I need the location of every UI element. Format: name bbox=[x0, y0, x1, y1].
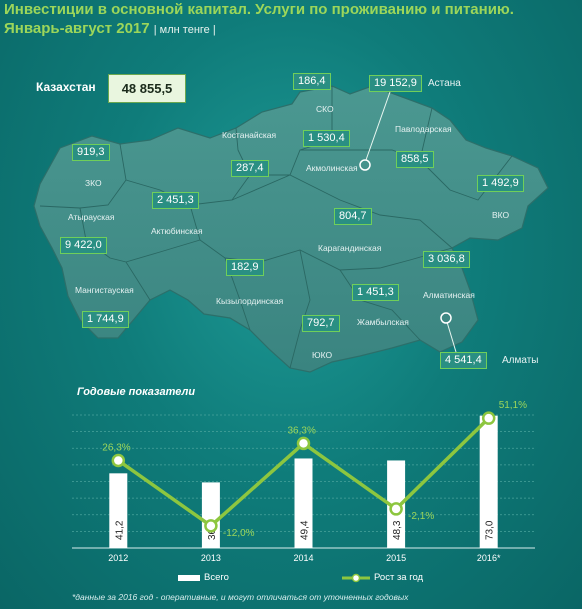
value-karaganda: 804,7 bbox=[334, 208, 372, 225]
growth-label: -12,0% bbox=[223, 528, 255, 539]
legend-bars-label: Всего bbox=[204, 572, 229, 583]
total-value: 48 855,5 bbox=[108, 74, 186, 103]
bar-2016* bbox=[479, 415, 498, 548]
growth-point-2016* bbox=[481, 411, 496, 425]
label-pavlodar: Павлодарская bbox=[395, 124, 452, 134]
total-label: Казахстан bbox=[36, 80, 96, 94]
bar-2014 bbox=[294, 458, 313, 548]
label-akmola: Акмолинская bbox=[306, 163, 358, 173]
label-atyrau: Атырауская bbox=[68, 212, 115, 222]
label-yuko: ЮКО bbox=[312, 350, 333, 360]
page-title: Инвестиции в основной капитал. Услуги по… bbox=[4, 0, 582, 40]
value-vko: 1 492,9 bbox=[477, 175, 524, 192]
label-almaty-region: Алматинская bbox=[423, 290, 475, 300]
label-mangystau: Мангистауская bbox=[75, 285, 134, 295]
growth-label: -2,1% bbox=[408, 511, 434, 522]
legend-bar-swatch bbox=[178, 575, 200, 581]
value-zhambyl: 1 451,3 bbox=[352, 284, 399, 301]
bar-value-label: 48,3 bbox=[392, 520, 403, 540]
value-almaty: 4 541,4 bbox=[440, 352, 487, 369]
region-borders bbox=[39, 86, 513, 369]
bar-value-label: 41,2 bbox=[114, 520, 125, 540]
title-unit: | млн тенге | bbox=[153, 24, 216, 36]
label-vko: ВКО bbox=[492, 210, 510, 220]
bar-2012 bbox=[109, 473, 128, 548]
label-kostanay: Костанайская bbox=[222, 130, 277, 140]
value-kyzylorda: 182,9 bbox=[226, 259, 264, 276]
label-kyzylorda: Кызылординская bbox=[216, 296, 284, 306]
bar-2013 bbox=[201, 482, 220, 548]
value-almaty-region: 3 036,8 bbox=[423, 251, 470, 268]
value-pavlodar: 858,5 bbox=[396, 151, 434, 168]
chart-title: Годовые показатели bbox=[77, 386, 196, 398]
growth-label: 51,1% bbox=[499, 400, 527, 411]
value-mangystau: 1 744,9 bbox=[82, 311, 129, 328]
x-tick-label: 2014 bbox=[293, 553, 313, 563]
value-zko: 919,3 bbox=[72, 144, 110, 161]
legend-line-label: Рост за год bbox=[374, 572, 424, 583]
title-line1: Инвестиции в основной капитал. Услуги по… bbox=[4, 1, 514, 18]
label-almaty: Алматы bbox=[502, 355, 539, 366]
bar-value-label: 73,0 bbox=[485, 520, 496, 540]
value-astana: 19 152,9 bbox=[369, 75, 422, 92]
value-yuko: 792,7 bbox=[302, 315, 340, 332]
label-karaganda: Карагандинская bbox=[318, 243, 382, 253]
value-atyrau: 9 422,0 bbox=[60, 237, 107, 254]
label-aktobe: Актюбинская bbox=[151, 226, 203, 236]
value-sko: 186,4 bbox=[293, 73, 331, 90]
bar-value-label: 49,4 bbox=[300, 520, 311, 540]
title-line2: Январь-август 2017 bbox=[4, 20, 150, 37]
label-astana: Астана bbox=[428, 78, 461, 89]
footnote: *данные за 2016 год - оперативные, и мог… bbox=[72, 592, 409, 602]
x-tick-label: 2012 bbox=[108, 553, 128, 563]
value-aktobe: 2 451,3 bbox=[152, 192, 199, 209]
growth-label: 36,3% bbox=[288, 425, 316, 436]
label-sko: СКО bbox=[316, 104, 334, 114]
growth-point-2014 bbox=[296, 436, 311, 451]
growth-point-2012 bbox=[111, 453, 126, 468]
legend-line-marker bbox=[351, 573, 361, 583]
growth-label: 26,3% bbox=[102, 442, 130, 453]
value-kostanay: 287,4 bbox=[231, 160, 269, 177]
x-tick-label: 2016* bbox=[477, 553, 501, 563]
value-akmola: 1 530,4 bbox=[303, 130, 350, 147]
label-zhambyl: Жамбылская bbox=[357, 317, 409, 327]
x-tick-label: 2015 bbox=[386, 553, 406, 563]
x-tick-label: 2013 bbox=[201, 553, 221, 563]
label-zko: ЗКО bbox=[85, 178, 102, 188]
growth-point-2013 bbox=[204, 519, 218, 533]
growth-point-2015 bbox=[389, 502, 403, 516]
